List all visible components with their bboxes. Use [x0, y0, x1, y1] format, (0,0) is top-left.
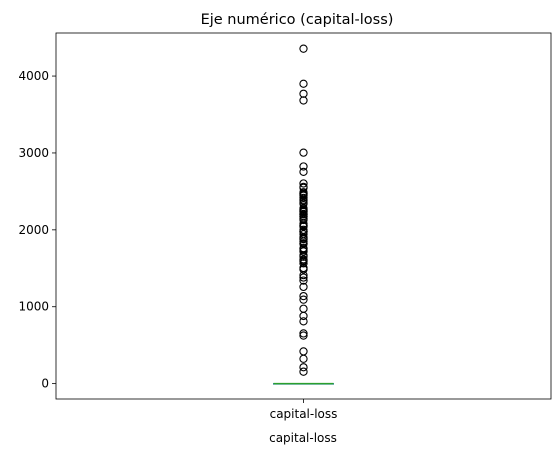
outlier-point-2 [300, 355, 307, 362]
x-tick-label-0: capital-loss [270, 407, 338, 421]
outlier-point-71 [300, 97, 307, 104]
y-tick-label-3: 3000 [18, 146, 49, 160]
y-tick-label-0: 0 [41, 377, 49, 391]
outlier-point-1 [300, 364, 307, 371]
outlier-point-74 [300, 45, 307, 52]
y-tick-label-2: 2000 [18, 223, 49, 237]
outlier-point-70 [300, 149, 307, 156]
outlier-point-73 [300, 80, 307, 87]
y-axis: 0 1000 2000 3000 4000 [18, 69, 56, 391]
outlier-point-69 [300, 163, 307, 170]
outlier-point-72 [300, 90, 307, 97]
box-group [274, 384, 334, 385]
y-tick-label-1: 1000 [18, 300, 49, 314]
outlier-point-7 [300, 312, 307, 319]
outlier-point-8 [300, 305, 307, 312]
x-axis-label: capital-loss [269, 431, 337, 445]
y-tick-label-4: 4000 [18, 69, 49, 83]
outlier-points [300, 45, 307, 375]
chart-title: Eje numérico (capital-loss) [201, 12, 394, 28]
x-axis: capital-loss [270, 399, 338, 421]
outlier-point-3 [300, 348, 307, 355]
